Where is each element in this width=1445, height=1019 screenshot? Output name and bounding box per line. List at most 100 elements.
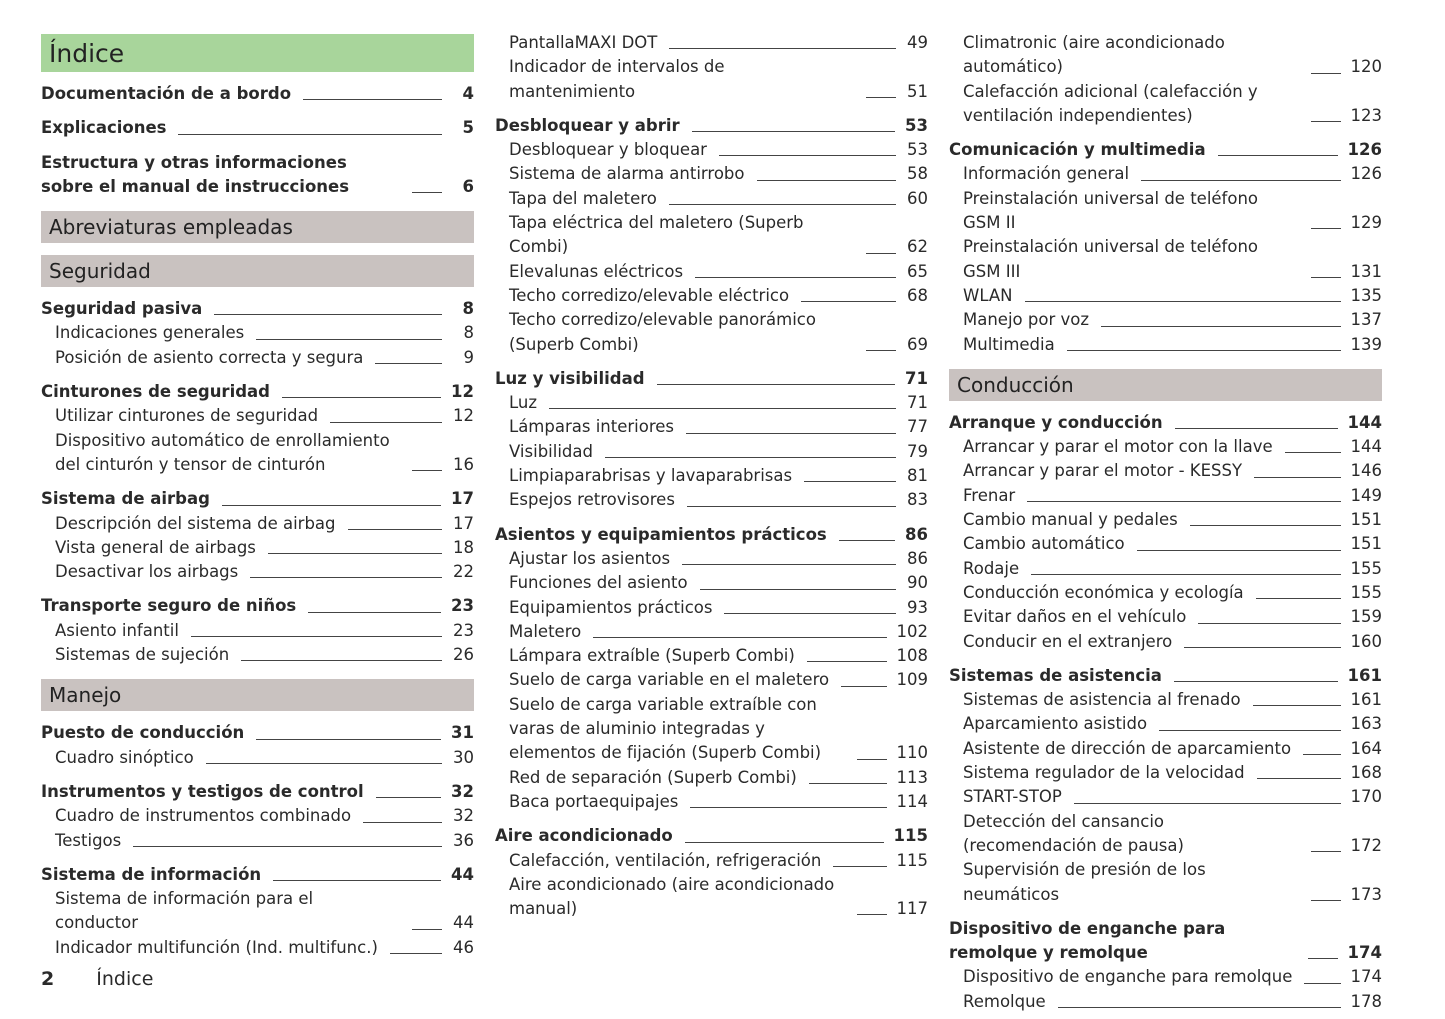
group-title-text: Sistema de información <box>41 864 262 884</box>
leader-line <box>1159 729 1341 731</box>
toc-group: Cinturones de seguridad 12 Utilizar cintur… <box>41 380 474 477</box>
leader-line <box>256 338 442 340</box>
group-title: Dispositivo de enganche para remolque y … <box>949 917 1382 966</box>
leader-line <box>549 408 896 410</box>
page-number: 81 <box>907 466 928 486</box>
leader-line <box>1031 573 1341 575</box>
page-number: 102 <box>896 621 929 641</box>
leader-line <box>756 179 896 181</box>
leader-line <box>1027 501 1341 503</box>
toc-entry: Calefacción adicional (calefacción y ven… <box>949 80 1382 129</box>
group-title: Seguridad pasiva 8 <box>41 297 474 321</box>
toc-entry-text: Multimedia <box>963 334 1055 354</box>
leader-line <box>856 758 887 760</box>
page-number: 161 <box>1347 665 1382 685</box>
toc-entry: Indicador multifunción (Ind. multifunc.)… <box>41 936 474 960</box>
column: PantallaMAXI DOT 49 Indicador de intervalo… <box>495 31 928 921</box>
page-number: 131 <box>1350 261 1383 281</box>
page-number: 86 <box>905 524 928 544</box>
toc-entry: Arrancar y parar el motor con la llave 14… <box>949 435 1382 459</box>
toc-entry-text: Testigos <box>55 830 122 850</box>
toc-entry-text: Red de separación (Superb Combi) <box>509 767 797 787</box>
toc-entry-text: Maletero <box>509 621 582 641</box>
page-number: 129 <box>1350 213 1383 233</box>
leader-line <box>375 363 442 365</box>
toc-entry: Indicaciones generales 8 <box>41 321 474 345</box>
leader-line <box>1256 778 1341 780</box>
page-number: 155 <box>1350 582 1383 602</box>
page-number: 31 <box>451 723 474 743</box>
page-number: 68 <box>907 285 928 305</box>
toc-entry: Preinstalación universal de teléfono GSM… <box>949 235 1382 284</box>
page-number: 23 <box>451 596 474 616</box>
toc-entry-text: Arrancar y parar el motor con la llave <box>963 437 1273 457</box>
toc-entry: Lámparas interiores 77 <box>495 415 928 439</box>
leader-line <box>684 841 884 843</box>
group-title: Comunicación y multimedia 126 <box>949 138 1382 162</box>
leader-line <box>1310 72 1341 74</box>
group-title-text: Instrumentos y testigos de control <box>41 781 364 801</box>
leader-line <box>363 821 442 823</box>
group-title-text: Arranque y conducción <box>949 412 1163 432</box>
toc-entry: Utilizar cinturones de seguridad 12 <box>41 404 474 428</box>
group-title-text: Cinturones de seguridad <box>41 382 270 402</box>
toc-entry-text: Asistente de dirección de aparcamiento <box>963 738 1292 758</box>
toc-entry-text: Asiento infantil <box>55 620 179 640</box>
leader-line <box>1184 646 1341 648</box>
group-title: Instrumentos y testigos de control 32 <box>41 780 474 804</box>
toc-entry-text: Cuadro sinóptico <box>55 747 194 767</box>
page-number: 149 <box>1350 485 1383 505</box>
page-number: 110 <box>896 743 929 763</box>
column: Índice Documentación de a bordo 4 Explicac… <box>41 34 474 960</box>
page-number: 168 <box>1350 763 1383 783</box>
page-number: 16 <box>453 454 474 474</box>
toc-entry: Asiento infantil 23 <box>41 619 474 643</box>
toc-entry: Sistemas de asistencia al frenado 161 <box>949 688 1382 712</box>
page-number: 164 <box>1350 738 1383 758</box>
group-title: Documentación de a bordo 4 <box>41 82 474 106</box>
toc-entry: Aparcamiento asistido 163 <box>949 712 1382 736</box>
page-number: 36 <box>453 830 474 850</box>
page-number: 8 <box>462 299 474 319</box>
group-title-text: Sistemas de asistencia <box>949 665 1162 685</box>
leader-line <box>838 539 896 541</box>
page-number: 53 <box>907 140 928 160</box>
toc-entry: Red de separación (Superb Combi) 113 <box>495 766 928 790</box>
page-number: 12 <box>453 406 474 426</box>
page-number: 51 <box>907 81 928 101</box>
footer-title: Índice <box>96 968 154 990</box>
toc-entry-text: Suelo de carga variable extraíble con va… <box>509 694 822 763</box>
page-number: 123 <box>1350 105 1383 125</box>
page-number: 172 <box>1350 835 1383 855</box>
page-number: 161 <box>1350 690 1383 710</box>
toc-entry: Preinstalación universal de teléfono GSM… <box>949 187 1382 236</box>
page-number: 17 <box>453 513 474 533</box>
leader-line <box>718 155 896 157</box>
toc-entry: Tapa eléctrica del maletero (Superb Comb… <box>495 211 928 260</box>
page-number: 71 <box>907 393 928 413</box>
toc-group: Instrumentos y testigos de control 32 Cuad… <box>41 780 474 853</box>
leader-line <box>1304 982 1341 984</box>
group-title-text: Dispositivo de enganche para remolque y … <box>949 918 1226 963</box>
toc-entry-text: Calefacción, ventilación, refrigeración <box>509 850 822 870</box>
leader-line <box>389 953 442 955</box>
page-number: 9 <box>463 347 475 367</box>
page-number: 109 <box>896 670 929 690</box>
toc-entry-text: Tapa eléctrica del maletero (Superb Comb… <box>509 213 804 257</box>
leader-line <box>668 204 896 206</box>
leader-line <box>273 880 442 882</box>
toc-entry-text: Limpiaparabrisas y lavaparabrisas <box>509 466 793 486</box>
page-number: 170 <box>1350 787 1383 807</box>
page-number: 144 <box>1347 412 1382 432</box>
group-title: Cinturones de seguridad 12 <box>41 380 474 404</box>
toc-group: Sistema de información 44 Sistema de infor… <box>41 863 474 960</box>
leader-line <box>412 470 442 472</box>
page-number: 8 <box>463 323 475 343</box>
page-number: 113 <box>896 767 929 787</box>
toc-entry-text: Espejos retrovisores <box>509 490 675 510</box>
leader-line <box>1303 754 1341 756</box>
page-number: 32 <box>451 781 474 801</box>
section-heading: Seguridad <box>41 255 474 288</box>
toc-entry: Vista general de airbags 18 <box>41 536 474 560</box>
toc-group: Transporte seguro de niños 23 Asiento infa… <box>41 594 474 667</box>
